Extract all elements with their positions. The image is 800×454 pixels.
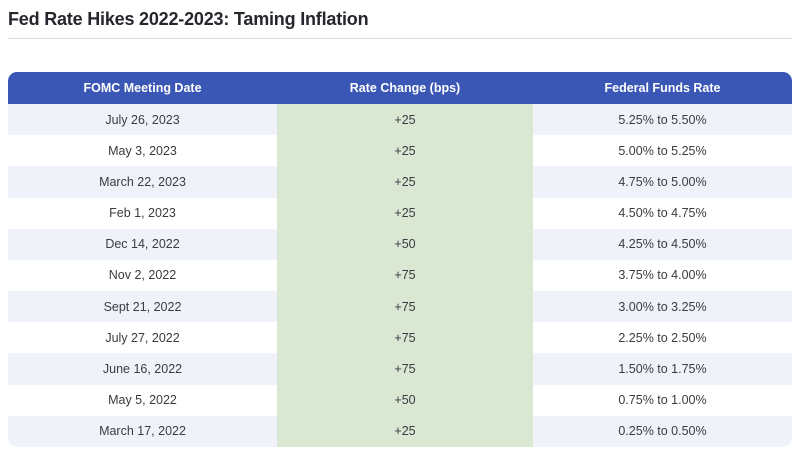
table-row: May 5, 2022 +50 0.75% to 1.00% (8, 384, 792, 416)
cell-rate-change: +75 (277, 353, 533, 385)
cell-rate-change: +25 (277, 104, 533, 136)
cell-meeting-date: July 27, 2022 (105, 330, 180, 345)
table-row: July 26, 2023 +25 5.25% to 5.50% (8, 104, 792, 136)
cell-funds-rate: 1.50% to 1.75% (618, 361, 707, 376)
cell-meeting-date: March 22, 2023 (99, 174, 186, 189)
table-row: Sept 21, 2022 +75 3.00% to 3.25% (8, 291, 792, 323)
cell-rate-change: +25 (277, 166, 533, 198)
table-row: June 16, 2022 +75 1.50% to 1.75% (8, 353, 792, 385)
cell-funds-rate: 0.75% to 1.00% (618, 393, 707, 408)
cell-meeting-date: Dec 14, 2022 (105, 237, 180, 252)
cell-funds-rate: 5.25% to 5.50% (618, 112, 707, 127)
table-row: Nov 2, 2022 +75 3.75% to 4.00% (8, 259, 792, 292)
cell-funds-rate: 4.25% to 4.50% (618, 237, 707, 252)
table-row: May 3, 2023 +25 5.00% to 5.25% (8, 135, 792, 167)
cell-funds-rate: 5.00% to 5.25% (618, 143, 707, 158)
cell-rate-change: +75 (277, 322, 533, 354)
cell-meeting-date: July 26, 2023 (105, 112, 180, 127)
column-header-rate-change: Rate Change (bps) (349, 81, 461, 95)
fed-rate-table: FOMC Meeting Date Rate Change (bps) Fede… (8, 72, 792, 447)
cell-funds-rate: 2.25% to 2.50% (618, 330, 707, 345)
cell-rate-change: +25 (277, 135, 533, 167)
cell-rate-change: +25 (277, 197, 533, 229)
title-divider (8, 38, 792, 39)
cell-rate-change: +50 (277, 384, 533, 416)
table-row: March 22, 2023 +25 4.75% to 5.00% (8, 166, 792, 198)
table-header-row: FOMC Meeting Date Rate Change (bps) Fede… (8, 72, 792, 104)
cell-meeting-date: Sept 21, 2022 (103, 299, 182, 314)
cell-meeting-date: May 3, 2023 (108, 143, 177, 158)
cell-funds-rate: 3.00% to 3.25% (618, 299, 707, 314)
cell-funds-rate: 4.50% to 4.75% (618, 206, 707, 221)
cell-funds-rate: 3.75% to 4.00% (618, 268, 707, 283)
cell-rate-change: +50 (277, 228, 533, 260)
cell-meeting-date: Nov 2, 2022 (108, 268, 177, 283)
cell-funds-rate: 4.75% to 5.00% (618, 174, 707, 189)
table-row: Dec 14, 2022 +50 4.25% to 4.50% (8, 228, 792, 260)
cell-meeting-date: March 17, 2022 (99, 424, 186, 439)
cell-rate-change: +75 (277, 291, 533, 323)
cell-funds-rate: 0.25% to 0.50% (618, 424, 707, 439)
cell-rate-change: +25 (277, 415, 533, 447)
column-header-meeting-date: FOMC Meeting Date (83, 81, 202, 95)
table-row: July 27, 2022 +75 2.25% to 2.50% (8, 322, 792, 354)
cell-rate-change: +75 (277, 259, 533, 292)
cell-meeting-date: June 16, 2022 (102, 361, 183, 376)
table-body: July 26, 2023 +25 5.25% to 5.50% May 3, … (8, 104, 792, 447)
page-title: Fed Rate Hikes 2022-2023: Taming Inflati… (8, 9, 369, 29)
column-header-funds-rate: Federal Funds Rate (604, 81, 721, 95)
table-row: Feb 1, 2023 +25 4.50% to 4.75% (8, 197, 792, 229)
table-row: March 17, 2022 +25 0.25% to 0.50% (8, 415, 792, 447)
cell-meeting-date: Feb 1, 2023 (109, 206, 176, 221)
cell-meeting-date: May 5, 2022 (108, 393, 177, 408)
